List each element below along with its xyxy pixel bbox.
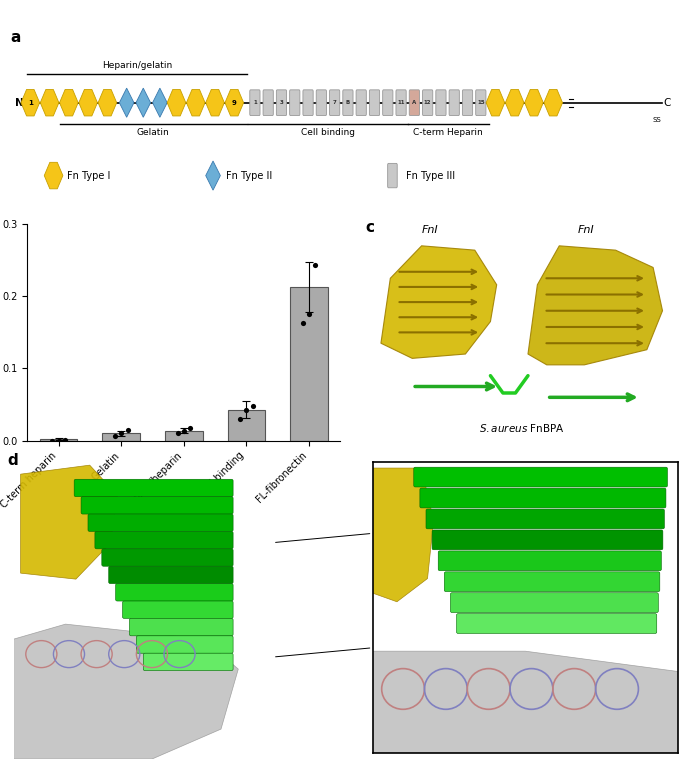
Text: Fn Type II: Fn Type II: [226, 171, 273, 181]
Polygon shape: [98, 90, 116, 116]
Polygon shape: [528, 246, 662, 365]
Point: [116, 427, 127, 440]
Point: [310, 259, 321, 271]
FancyBboxPatch shape: [276, 90, 286, 115]
Text: A: A: [412, 100, 416, 105]
Polygon shape: [525, 90, 543, 116]
Point: [178, 424, 189, 437]
Text: 1: 1: [28, 100, 33, 106]
Point: [297, 317, 308, 329]
Point: [185, 421, 196, 434]
Text: $\it{S. aureus}$ FnBPA: $\it{S. aureus}$ FnBPA: [479, 422, 564, 434]
Bar: [103, 434, 140, 441]
Polygon shape: [119, 88, 134, 117]
Point: [110, 429, 121, 441]
Point: [47, 435, 58, 448]
Polygon shape: [381, 246, 497, 359]
Polygon shape: [40, 90, 59, 116]
Text: d: d: [7, 453, 18, 468]
FancyBboxPatch shape: [369, 90, 379, 115]
FancyBboxPatch shape: [316, 90, 327, 115]
Text: B: B: [346, 100, 350, 105]
Polygon shape: [225, 90, 244, 116]
FancyBboxPatch shape: [436, 90, 446, 115]
Point: [53, 434, 64, 447]
Polygon shape: [79, 90, 97, 116]
Text: 12: 12: [424, 100, 432, 105]
Text: Heparin/gelatin: Heparin/gelatin: [102, 60, 172, 70]
Point: [122, 424, 133, 436]
Polygon shape: [544, 90, 562, 116]
Text: Cell binding: Cell binding: [301, 128, 355, 137]
FancyBboxPatch shape: [263, 90, 273, 115]
Text: a: a: [10, 30, 21, 45]
FancyBboxPatch shape: [388, 163, 397, 188]
Point: [303, 308, 314, 321]
Text: SS: SS: [653, 117, 661, 123]
FancyBboxPatch shape: [250, 90, 260, 115]
Text: 3: 3: [279, 100, 284, 105]
FancyBboxPatch shape: [383, 90, 393, 115]
Text: 7: 7: [333, 100, 336, 105]
Text: Fn Type III: Fn Type III: [406, 171, 455, 181]
FancyBboxPatch shape: [396, 90, 406, 115]
FancyBboxPatch shape: [356, 90, 366, 115]
Text: C: C: [664, 97, 671, 107]
FancyBboxPatch shape: [303, 90, 313, 115]
Polygon shape: [136, 88, 151, 117]
FancyBboxPatch shape: [423, 90, 433, 115]
Polygon shape: [167, 90, 186, 116]
Bar: [227, 410, 265, 441]
Point: [247, 400, 258, 412]
Text: 15: 15: [477, 100, 484, 105]
Point: [60, 434, 71, 446]
FancyBboxPatch shape: [342, 90, 353, 115]
Point: [235, 413, 246, 425]
Polygon shape: [45, 162, 63, 189]
Text: FnI: FnI: [578, 225, 595, 235]
Point: [241, 404, 252, 417]
FancyBboxPatch shape: [290, 90, 300, 115]
Polygon shape: [486, 90, 505, 116]
Text: 9: 9: [232, 100, 237, 106]
Polygon shape: [186, 90, 205, 116]
Bar: [40, 439, 77, 441]
Polygon shape: [153, 88, 167, 117]
FancyBboxPatch shape: [462, 90, 473, 115]
Polygon shape: [60, 90, 78, 116]
Text: c: c: [365, 220, 374, 235]
Text: 1: 1: [253, 100, 257, 105]
Bar: [290, 287, 327, 441]
Text: N: N: [15, 97, 24, 107]
Text: Fn Type I: Fn Type I: [67, 171, 110, 181]
FancyBboxPatch shape: [449, 90, 460, 115]
FancyBboxPatch shape: [475, 90, 486, 115]
Text: 11: 11: [397, 100, 405, 105]
FancyBboxPatch shape: [329, 90, 340, 115]
Polygon shape: [21, 90, 40, 116]
FancyBboxPatch shape: [409, 90, 419, 115]
Polygon shape: [206, 90, 224, 116]
Point: [172, 427, 183, 440]
Polygon shape: [206, 161, 221, 190]
Polygon shape: [506, 90, 524, 116]
Text: C-term Heparin: C-term Heparin: [413, 128, 483, 137]
Text: Gelatin: Gelatin: [137, 128, 170, 137]
Text: FnI: FnI: [421, 225, 438, 235]
Bar: [165, 431, 203, 441]
